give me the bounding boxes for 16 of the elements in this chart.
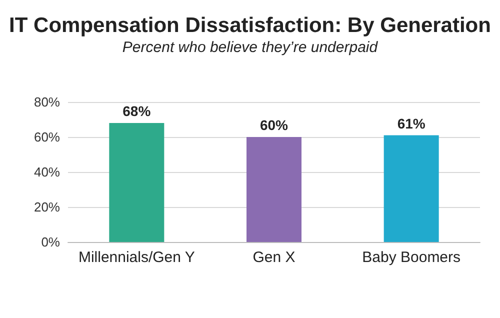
chart-title: IT Compensation Dissatisfaction: By Generation <box>9 14 491 37</box>
x-tick-label: Gen X <box>252 249 296 266</box>
data-label: 60% <box>260 117 289 133</box>
data-label: 68% <box>122 103 152 119</box>
bar <box>384 135 439 242</box>
y-tick-label: 40% <box>34 164 60 180</box>
bar <box>109 123 164 242</box>
x-tick-label: Millennials/Gen Y <box>78 249 195 266</box>
y-tick-label: 20% <box>34 200 60 214</box>
chart-subtitle: Percent who believe they’re underpaid <box>122 39 378 56</box>
bar <box>246 137 302 242</box>
y-tick-label: 60% <box>34 130 60 144</box>
y-tick-label: 80% <box>34 94 60 110</box>
y-tick-label: 0% <box>41 234 60 250</box>
x-tick-label: Baby Boomers <box>362 249 461 266</box>
data-label: 61% <box>397 115 426 132</box>
